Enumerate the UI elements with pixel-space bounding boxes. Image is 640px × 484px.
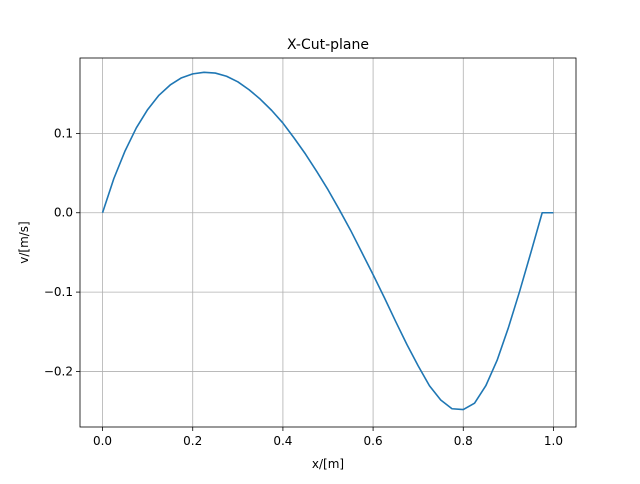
- axis-ticks: 0.0 0.2 0.4 0.6 0.8 1.0 −0.2 −0.1 0.0 0.1: [44, 126, 563, 448]
- x-axis-label: x/[m]: [312, 457, 344, 471]
- x-tick-label: 0.4: [273, 434, 292, 448]
- x-tick-label: 0.0: [93, 434, 112, 448]
- x-tick-label: 0.2: [183, 434, 202, 448]
- y-tick-label: −0.1: [44, 285, 73, 299]
- data-series: [101, 71, 554, 411]
- axes-frame: [79, 57, 577, 428]
- series-line: [101, 71, 554, 411]
- y-tick-label: −0.2: [44, 364, 73, 378]
- plot-area: [80, 58, 576, 427]
- x-tick-label: 0.6: [364, 434, 383, 448]
- x-tick-label: 0.8: [454, 434, 473, 448]
- x-tick-label: 1.0: [544, 434, 563, 448]
- chart-title: X-Cut-plane: [287, 37, 369, 53]
- y-tick-label: 0.0: [54, 206, 73, 220]
- y-tick-label: 0.1: [54, 126, 73, 140]
- grid-lines: [80, 58, 576, 427]
- y-axis-label: v/[m/s]: [17, 221, 31, 264]
